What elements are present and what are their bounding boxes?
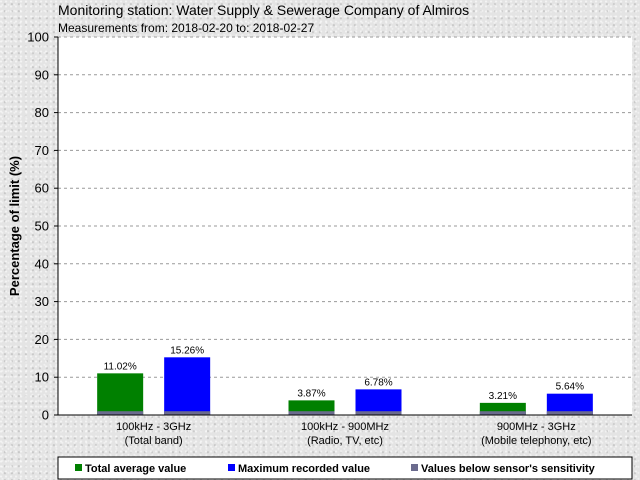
legend-label: Maximum recorded value xyxy=(238,463,370,475)
y-tick-label: 40 xyxy=(35,256,49,271)
y-tick-label: 90 xyxy=(35,67,49,82)
bars: 11.02% 15.26% 3.87% 6.78% 3.21% 5.64% xyxy=(97,345,593,415)
bar-sensitivity-segment xyxy=(164,411,211,415)
y-tick-label: 80 xyxy=(35,105,49,120)
legend-swatch xyxy=(75,464,82,471)
plot-area xyxy=(58,37,632,415)
bar xyxy=(164,357,211,415)
x-tick-label: 900MHz - 3GHz xyxy=(497,421,576,433)
legend xyxy=(57,456,633,480)
y-tick-label: 100 xyxy=(27,30,49,45)
y-axis-title: Percentage of limit (%) xyxy=(7,156,22,296)
y-tick-label: 30 xyxy=(35,294,49,309)
chart-title: Monitoring station: Water Supply & Sewer… xyxy=(58,2,469,18)
x-tick-label: (Radio, TV, etc) xyxy=(307,435,383,447)
data-label: 6.78% xyxy=(364,377,392,388)
y-tick-label: 50 xyxy=(35,219,49,234)
chart-subtitle: Measurements from: 2018-02-20 to: 2018-0… xyxy=(58,21,314,35)
legend-swatch xyxy=(411,464,418,471)
legend-label: Values below sensor's sensitivity xyxy=(421,463,596,475)
y-axis-ticks: 0 10 20 30 40 50 60 70 80 90 100 xyxy=(27,30,58,423)
y-tick-label: 0 xyxy=(42,408,49,423)
bar-sensitivity-segment xyxy=(97,411,144,415)
bar-sensitivity-segment xyxy=(546,411,593,415)
y-tick-label: 10 xyxy=(35,370,49,385)
legend-items: Total average value Maximum recorded valu… xyxy=(75,463,596,475)
legend-swatch xyxy=(228,464,235,471)
x-tick-label: 100kHz - 900MHz xyxy=(301,421,389,433)
bar xyxy=(97,373,144,415)
x-tick-label: (Total band) xyxy=(125,435,183,447)
bar-sensitivity-segment xyxy=(355,411,402,415)
bar-sensitivity-segment xyxy=(479,411,526,415)
y-tick-label: 60 xyxy=(35,181,49,196)
x-tick-label: (Mobile telephony, etc) xyxy=(481,435,591,447)
data-label: 11.02% xyxy=(104,361,137,372)
data-label: 5.64% xyxy=(556,382,584,393)
bar-sensitivity-segment xyxy=(288,411,335,415)
bar xyxy=(546,393,593,415)
x-axis-categories: 100kHz - 3GHz (Total band) 100kHz - 900MHz… xyxy=(116,421,592,447)
bar xyxy=(355,389,402,415)
data-label: 3.87% xyxy=(297,388,325,399)
y-tick-label: 70 xyxy=(35,143,49,158)
y-tick-label: 20 xyxy=(35,332,49,347)
x-tick-label: 100kHz - 3GHz xyxy=(116,421,191,433)
data-label: 3.21% xyxy=(489,391,517,402)
data-label: 15.26% xyxy=(170,345,204,356)
legend-label: Total average value xyxy=(85,463,186,475)
